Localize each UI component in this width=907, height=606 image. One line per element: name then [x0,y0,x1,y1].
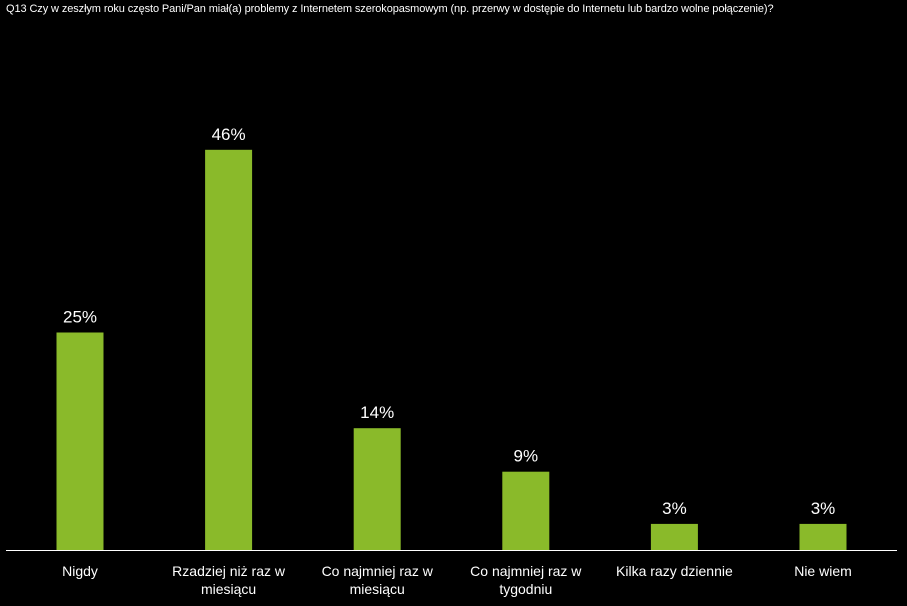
bars-group [56,149,847,551]
value-label-5: 3% [662,499,687,518]
bar-1 [56,332,104,550]
category-label-6: Nie wiem [794,563,852,579]
category-label-2: Rzadziej niż raz w miesiącu [172,563,286,597]
bar-2 [205,149,253,551]
value-label-2: 46% [212,125,246,144]
category-label-line: Nigdy [62,563,98,579]
bar-4 [502,471,550,550]
value-labels-group: 25% 46% 14% 9% 3% 3% [63,125,835,518]
category-label-5: Kilka razy dziennie [616,563,733,579]
category-label-1: Nigdy [62,563,98,579]
category-label-line: miesiącu [201,581,256,597]
category-label-line: Co najmniej raz w [470,563,582,579]
bar-3 [353,428,401,550]
category-label-line: Co najmniej raz w [322,563,434,579]
chart-title: Q13 Czy w zeszłym roku często Pani/Pan m… [6,3,774,15]
category-label-line: Nie wiem [794,563,852,579]
bar-5 [650,523,698,550]
category-label-line: Kilka razy dziennie [616,563,733,579]
bar-6 [799,523,847,550]
value-label-6: 3% [811,499,836,518]
category-label-4: Co najmniej raz w tygodniu [470,563,582,597]
category-label-line: tygodniu [499,581,552,597]
value-label-4: 9% [514,447,539,466]
value-label-1: 25% [63,308,97,327]
category-label-line: miesiącu [350,581,405,597]
value-label-3: 14% [360,403,394,422]
category-label-3: Co najmniej raz w miesiącu [322,563,434,597]
category-label-line: Rzadziej niż raz w [172,563,286,579]
